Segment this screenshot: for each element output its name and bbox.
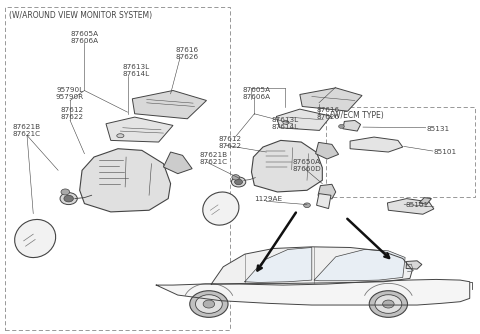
Text: (W/AROUND VIEW MONITOR SYSTEM): (W/AROUND VIEW MONITOR SYSTEM) bbox=[9, 11, 153, 20]
Polygon shape bbox=[300, 88, 362, 111]
Text: 85131: 85131 bbox=[427, 126, 450, 132]
Text: 87613L
87614L: 87613L 87614L bbox=[123, 64, 150, 77]
Text: 87612
87622: 87612 87622 bbox=[218, 136, 241, 149]
Polygon shape bbox=[156, 280, 470, 305]
Polygon shape bbox=[318, 184, 336, 199]
Text: (W/ECM TYPE): (W/ECM TYPE) bbox=[330, 111, 384, 120]
Ellipse shape bbox=[203, 192, 239, 225]
Text: 87621B
87621C: 87621B 87621C bbox=[12, 124, 41, 137]
Text: 87612
87622: 87612 87622 bbox=[60, 107, 84, 120]
Ellipse shape bbox=[15, 219, 56, 258]
Text: 87613L
87614L: 87613L 87614L bbox=[271, 117, 298, 130]
Text: 85101: 85101 bbox=[405, 202, 428, 208]
Text: 87605A
87606A: 87605A 87606A bbox=[71, 31, 98, 44]
Text: 87621B
87621C: 87621B 87621C bbox=[199, 152, 228, 165]
Text: 1129AE: 1129AE bbox=[254, 196, 283, 202]
Circle shape bbox=[195, 295, 222, 313]
Circle shape bbox=[203, 300, 215, 308]
Polygon shape bbox=[276, 109, 331, 130]
Circle shape bbox=[235, 179, 242, 185]
Polygon shape bbox=[317, 194, 331, 208]
Polygon shape bbox=[316, 142, 338, 159]
Circle shape bbox=[61, 189, 70, 195]
Text: 87616
87626: 87616 87626 bbox=[317, 107, 340, 120]
Text: 95790L
95790R: 95790L 95790R bbox=[56, 87, 84, 100]
Polygon shape bbox=[419, 198, 432, 204]
Circle shape bbox=[190, 291, 228, 317]
Bar bbox=[5, 7, 230, 330]
Circle shape bbox=[64, 195, 73, 202]
Circle shape bbox=[304, 203, 311, 207]
Circle shape bbox=[60, 193, 77, 205]
Polygon shape bbox=[387, 199, 434, 214]
Polygon shape bbox=[132, 91, 206, 119]
Text: 87650A
87660D: 87650A 87660D bbox=[293, 159, 322, 172]
Polygon shape bbox=[106, 117, 173, 142]
Polygon shape bbox=[211, 247, 412, 284]
Polygon shape bbox=[314, 249, 405, 281]
Ellipse shape bbox=[117, 134, 124, 138]
Polygon shape bbox=[407, 264, 413, 272]
Polygon shape bbox=[406, 261, 422, 269]
Polygon shape bbox=[80, 149, 170, 212]
Polygon shape bbox=[245, 247, 312, 283]
Ellipse shape bbox=[283, 121, 289, 124]
Circle shape bbox=[383, 300, 394, 308]
Polygon shape bbox=[163, 152, 192, 174]
Circle shape bbox=[232, 175, 240, 180]
Text: 85101: 85101 bbox=[434, 149, 457, 155]
Circle shape bbox=[338, 125, 344, 128]
Polygon shape bbox=[343, 121, 360, 131]
Circle shape bbox=[231, 177, 246, 187]
Circle shape bbox=[369, 291, 408, 317]
Circle shape bbox=[375, 295, 402, 313]
Polygon shape bbox=[252, 140, 323, 192]
Bar bbox=[326, 107, 475, 197]
Text: 87616
87626: 87616 87626 bbox=[175, 47, 199, 60]
Polygon shape bbox=[350, 137, 403, 152]
Text: 87605A
87606A: 87605A 87606A bbox=[242, 87, 271, 100]
